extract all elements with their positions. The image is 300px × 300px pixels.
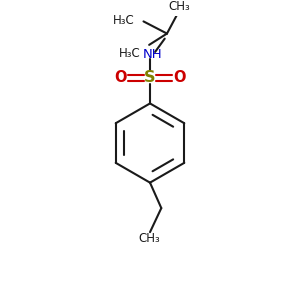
Text: H₃C: H₃C: [119, 47, 141, 60]
Text: NH: NH: [142, 48, 162, 61]
Text: O: O: [173, 70, 186, 86]
Text: CH₃: CH₃: [139, 232, 160, 245]
Text: S: S: [144, 70, 156, 86]
Text: CH₃: CH₃: [169, 0, 190, 13]
Text: O: O: [114, 70, 127, 86]
Text: H₃C: H₃C: [113, 14, 135, 27]
